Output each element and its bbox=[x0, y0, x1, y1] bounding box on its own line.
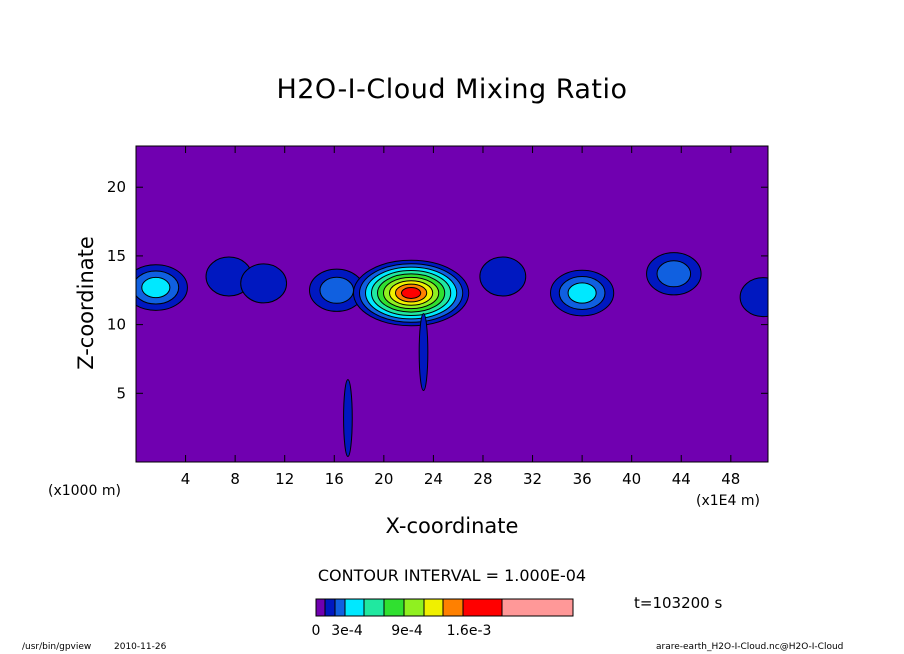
colorbar-box bbox=[383, 598, 405, 617]
cloud-feature bbox=[418, 313, 429, 392]
contour-level bbox=[141, 276, 171, 299]
colorbar-label: 0 bbox=[311, 623, 321, 639]
y-tick-label: 20 bbox=[107, 178, 126, 196]
x-tick-label: 32 bbox=[523, 470, 542, 488]
contour-level bbox=[479, 256, 527, 297]
x-unit-right: (x1E4 m) bbox=[696, 493, 760, 509]
colorbar-box bbox=[462, 598, 503, 617]
colorbar-label: 1.6e-3 bbox=[446, 623, 492, 639]
contour-level bbox=[343, 379, 353, 458]
cloud-feature bbox=[646, 252, 702, 296]
x-tick-label: 40 bbox=[622, 470, 641, 488]
y-tick-label: 5 bbox=[116, 384, 126, 402]
x-tick-label: 16 bbox=[325, 470, 344, 488]
cloud-feature bbox=[550, 269, 615, 317]
contour-level bbox=[739, 277, 768, 318]
contour-level bbox=[656, 260, 692, 288]
cloud-contours bbox=[136, 252, 768, 458]
x-tick-label: 44 bbox=[672, 470, 691, 488]
plot-frame bbox=[135, 145, 769, 463]
colorbar-box bbox=[423, 598, 444, 617]
footer-date: 2010-11-26 bbox=[114, 642, 167, 652]
contour-interval-text: CONTOUR INTERVAL = 1.000E-04 bbox=[317, 566, 587, 585]
cloud-feature bbox=[308, 268, 365, 312]
colorbar-box bbox=[344, 598, 365, 617]
colorbar-box bbox=[363, 598, 385, 617]
colorbar-box bbox=[334, 598, 346, 617]
cloud-feature bbox=[343, 379, 353, 458]
x-axis-label: X-coordinate bbox=[385, 514, 519, 538]
y-tick-label: 10 bbox=[107, 316, 126, 334]
x-unit-left: (x1000 m) bbox=[48, 483, 121, 499]
footer-path: /usr/bin/gpview bbox=[22, 642, 92, 652]
x-tick-label: 12 bbox=[275, 470, 294, 488]
contour-level bbox=[401, 287, 422, 299]
y-tick-label: 15 bbox=[107, 247, 126, 265]
x-tick-label: 20 bbox=[374, 470, 393, 488]
contour-level bbox=[319, 276, 355, 304]
contour-level bbox=[240, 263, 288, 304]
time-label: t=103200 s bbox=[634, 594, 723, 612]
colorbar-box bbox=[315, 598, 326, 617]
colorbar-box bbox=[442, 598, 464, 617]
cloud-feature bbox=[240, 263, 288, 304]
colorbar-box bbox=[403, 598, 425, 617]
colorbar-box bbox=[324, 598, 336, 617]
cloud-feature bbox=[352, 259, 470, 327]
cloud-feature bbox=[739, 277, 768, 318]
cloud-feature bbox=[479, 256, 527, 297]
x-tick-label: 48 bbox=[721, 470, 740, 488]
colorbar-label: 3e-4 bbox=[331, 623, 363, 639]
colorbar bbox=[315, 598, 574, 617]
colorbar-box bbox=[501, 598, 574, 617]
contour-level bbox=[567, 282, 597, 304]
cloud-feature bbox=[136, 264, 188, 311]
footer-file: arare-earth_H2O-I-Cloud.nc@H2O-I-Cloud bbox=[656, 642, 844, 652]
chart-title: H2O-I-Cloud Mixing Ratio bbox=[276, 74, 628, 105]
y-axis-label: Z-coordinate bbox=[74, 236, 98, 370]
x-tick-label: 4 bbox=[181, 470, 191, 488]
colorbar-label: 9e-4 bbox=[391, 623, 423, 639]
x-tick-label: 28 bbox=[473, 470, 492, 488]
x-tick-label: 24 bbox=[424, 470, 443, 488]
contour-level bbox=[418, 313, 429, 392]
x-tick-label: 8 bbox=[230, 470, 240, 488]
x-tick-label: 36 bbox=[573, 470, 592, 488]
